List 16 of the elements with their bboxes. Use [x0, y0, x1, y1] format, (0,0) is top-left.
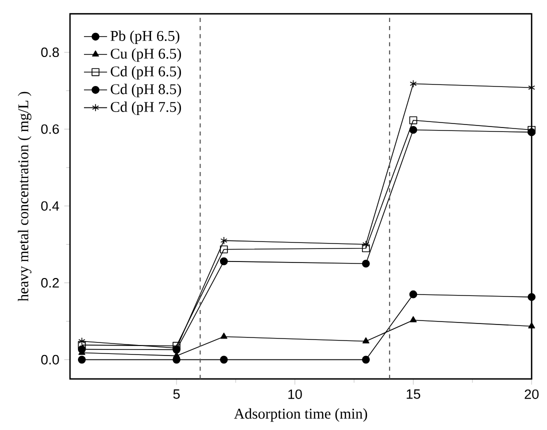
- x-tick-label: 5: [173, 389, 180, 399]
- legend-label: Cd (pH 6.5): [110, 66, 181, 80]
- legend-label: Cu (pH 6.5): [110, 48, 181, 62]
- x-tick-label: 15: [406, 389, 420, 399]
- x-tick-label: 10: [288, 389, 302, 399]
- y-tick-label: 0.8: [41, 47, 59, 58]
- y-tick-label: 0.6: [41, 124, 59, 134]
- legend-label: Cd (pH 7.5): [110, 101, 181, 115]
- y-tick-label: 0.0: [41, 354, 59, 364]
- legend-label: Cd (pH 8.5): [110, 84, 181, 98]
- x-tick-label: 20: [524, 389, 539, 399]
- y-tick-label: 0.4: [41, 201, 60, 211]
- x-axis-title: Adsorption time (min): [234, 408, 368, 422]
- legend-label: Pb (pH 6.5): [110, 30, 180, 44]
- y-tick-label: 0.2: [41, 278, 59, 288]
- y-axis-title: heavy metal concentration ( mg/L ): [18, 92, 32, 302]
